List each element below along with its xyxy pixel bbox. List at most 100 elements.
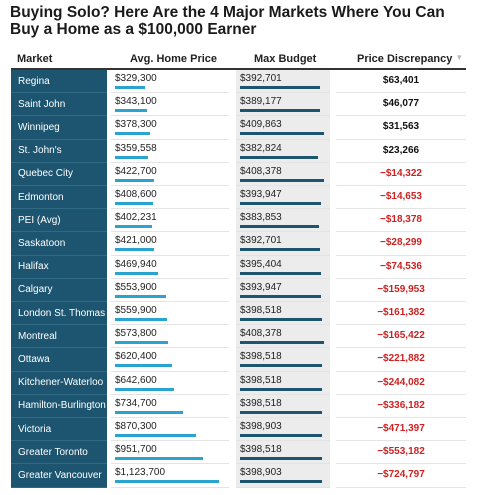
max-budget-cell: $383,853 [236,209,330,233]
price-discrepancy-value: −$74,536 [336,256,466,279]
avg-price-cell: $378,300 [111,116,229,140]
max-budget-bar [240,202,321,205]
max-budget-value: $398,518 [240,397,282,409]
header-price-discrepancy[interactable]: Price Discrepancy ▼ [357,53,464,65]
max-budget-cell: $392,701 [236,232,330,256]
table-row: London St. Thomas $559,900 $398,518 −$161,3… [0,302,484,326]
table-row: Edmonton $408,600 $393,947 −$14,653 [0,186,484,210]
max-budget-cell: $392,701 [236,70,330,94]
avg-price-value: $421,000 [115,235,157,247]
max-budget-cell: $389,177 [236,93,330,117]
avg-price-bar [115,410,183,414]
market-cell: St. John's [11,139,107,163]
max-budget-cell: $398,518 [236,371,330,395]
max-budget-cell: $393,947 [236,278,330,302]
max-budget-bar [240,178,324,182]
max-budget-cell: $398,518 [236,441,330,465]
table-row: Regina $329,300 $392,701 $63,401 [0,70,484,94]
avg-price-bar [115,178,155,182]
avg-price-cell: $1,123,700 [111,464,229,488]
max-budget-value: $398,518 [240,351,282,363]
price-discrepancy-value: $63,401 [336,70,466,94]
avg-price-bar [115,155,149,159]
header-avg-home-price[interactable]: Avg. Home Price [130,53,218,65]
avg-price-cell: $359,558 [111,140,229,163]
market-cell: Quebec City [11,162,107,186]
max-budget-value: $392,701 [240,73,282,84]
max-budget-cell: $408,378 [236,325,330,349]
avg-price-bar [115,86,146,89]
avg-price-bar [115,318,167,321]
avg-price-cell: $559,900 [111,302,229,326]
avg-price-cell: $642,600 [111,372,229,395]
max-budget-bar [240,155,319,159]
max-budget-bar [240,341,324,345]
max-budget-bar [240,294,321,298]
chart-title: Buying Solo? Here Are the 4 Major Market… [10,4,445,38]
max-budget-value: $398,518 [240,374,282,386]
price-discrepancy-value: −$244,082 [336,372,466,395]
avg-price-value: $951,700 [115,444,157,456]
table-row: Montreal $573,800 $408,378 −$165,422 [0,325,484,349]
max-budget-value: $408,378 [240,165,282,177]
max-budget-value: $393,947 [240,189,282,200]
avg-price-bar [115,457,204,461]
avg-price-bar [115,364,173,368]
max-budget-cell: $409,863 [236,116,330,140]
max-budget-value: $408,378 [240,328,282,340]
price-discrepancy-value: −$553,182 [336,441,466,465]
avg-price-cell: $620,400 [111,348,229,372]
avg-price-bar [115,271,159,275]
price-discrepancy-value: −$14,653 [336,186,466,210]
avg-price-value: $408,600 [115,189,157,200]
sort-down-icon[interactable]: ▼ [455,53,464,62]
avg-price-value: $734,700 [115,397,157,409]
avg-price-value: $343,100 [115,96,157,108]
price-discrepancy-value: $23,266 [336,140,466,163]
price-discrepancy-value: −$221,882 [336,348,466,372]
market-cell: Greater Vancouver [11,464,107,488]
max-budget-value: $409,863 [240,119,282,131]
market-cell: Kitchener-Waterloo [11,371,107,395]
avg-price-cell: $343,100 [111,93,229,117]
max-budget-bar [240,109,320,113]
avg-price-cell: $422,700 [111,163,229,186]
avg-price-cell: $402,231 [111,209,229,233]
market-cell: Ottawa [11,348,107,372]
max-budget-cell: $393,947 [236,186,330,210]
max-budget-bar [240,132,324,136]
max-budget-bar [240,387,322,391]
max-budget-value: $398,518 [240,444,282,456]
max-budget-bar [240,480,322,484]
header-max-budget[interactable]: Max Budget [254,53,317,65]
header-divider [11,68,466,70]
avg-price-value: $402,231 [115,212,157,224]
table-row: Quebec City $422,700 $408,378 −$14,322 [0,162,484,186]
avg-price-bar [115,248,154,252]
avg-price-bar [115,480,219,484]
avg-price-bar [115,341,169,345]
max-budget-value: $382,824 [240,142,282,154]
avg-price-value: $573,800 [115,328,157,340]
avg-price-bar [115,294,167,298]
max-budget-bar [240,318,322,321]
max-budget-value: $398,518 [240,305,282,316]
avg-price-value: $1,123,700 [115,467,166,479]
market-cell: Saskatoon [11,232,107,256]
max-budget-value: $398,903 [240,467,282,479]
max-budget-bar [240,86,321,89]
avg-price-value: $559,900 [115,305,157,316]
avg-price-value: $422,700 [115,165,157,177]
max-budget-value: $392,701 [240,235,282,247]
max-budget-cell: $398,518 [236,348,330,372]
max-budget-value: $393,947 [240,281,282,293]
avg-price-cell: $870,300 [111,418,229,442]
max-budget-bar [240,248,321,252]
max-budget-cell: $398,518 [236,302,330,326]
max-budget-value: $389,177 [240,96,282,108]
price-discrepancy-value: −$159,953 [336,279,466,302]
avg-price-cell: $408,600 [111,186,229,210]
header-market[interactable]: Market [17,53,53,65]
price-discrepancy-value: −$471,397 [336,418,466,442]
avg-price-value: $642,600 [115,374,157,386]
